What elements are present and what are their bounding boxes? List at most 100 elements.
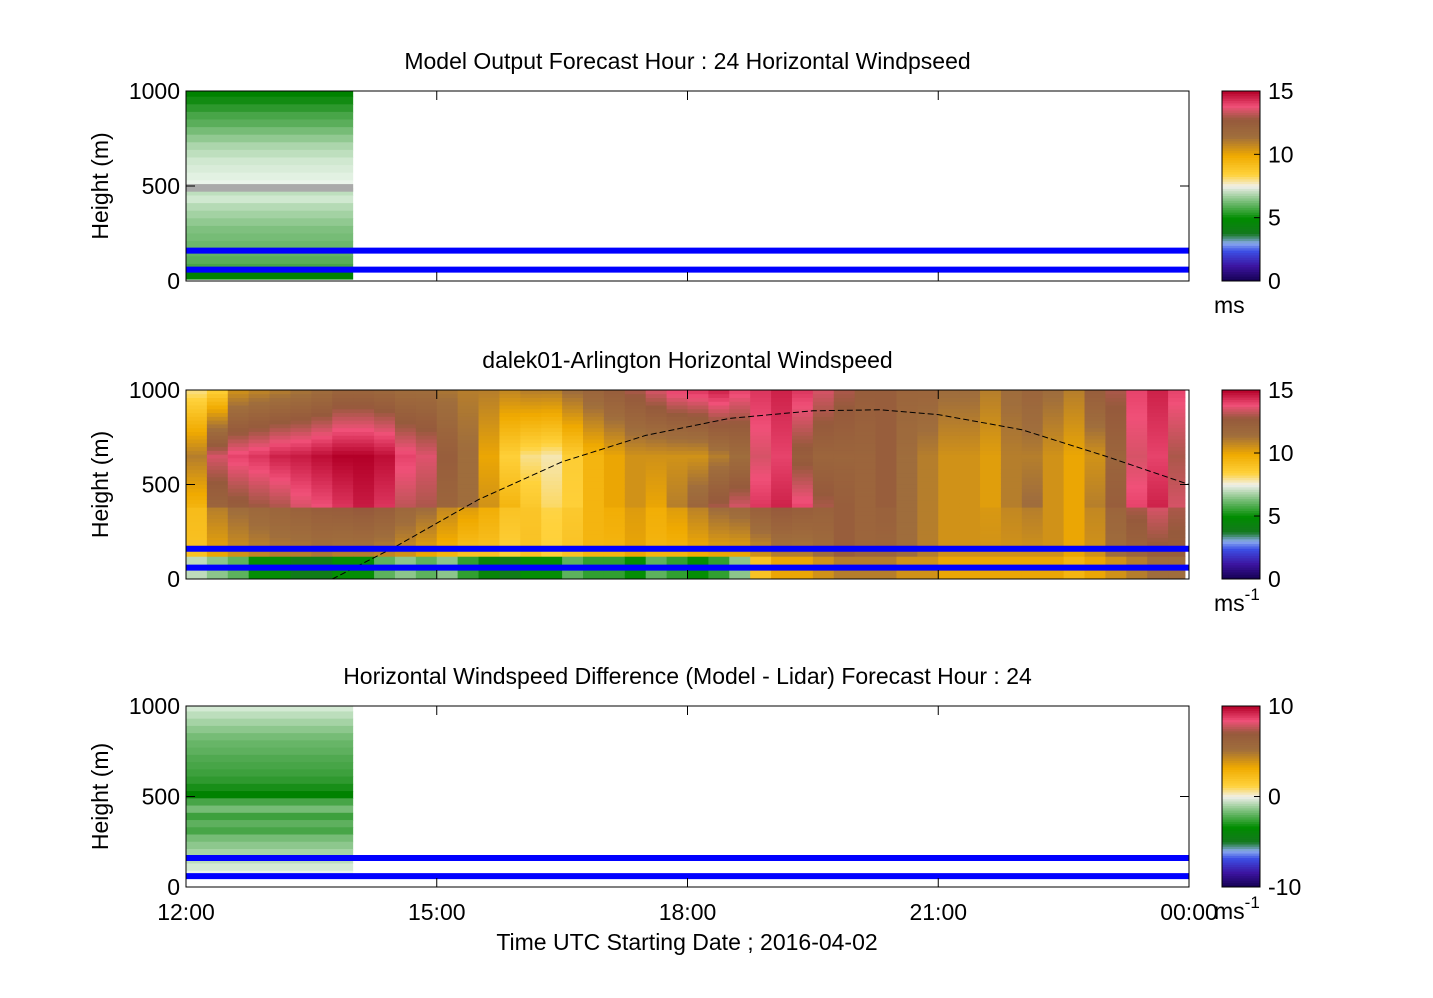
heatmap-cell (687, 541, 709, 546)
heatmap-cell (666, 461, 689, 466)
heatmap-cell (708, 529, 730, 535)
heatmap-cell (812, 473, 835, 478)
heatmap-cell (269, 480, 292, 485)
heatmap-cell (499, 560, 521, 565)
heatmap-cell (1147, 533, 1169, 538)
xtick-label: 21:00 (909, 899, 967, 925)
heatmap-cell (499, 537, 521, 542)
heatmap-cell (917, 541, 939, 546)
heatmap-cell (833, 560, 856, 565)
heatmap-cell (980, 495, 1002, 501)
heatmap-cell (875, 488, 898, 493)
heatmap-cell (541, 390, 563, 395)
heatmap-cell (436, 480, 459, 485)
colorbar-segment (1222, 221, 1260, 225)
heatmap-cell (917, 465, 939, 470)
heatmap-cell (1021, 465, 1044, 470)
heatmap-cell (729, 397, 751, 402)
heatmap-cell (729, 537, 751, 542)
heatmap-cell (729, 465, 751, 470)
heatmap-cell (917, 442, 939, 448)
heatmap-cell (1126, 560, 1148, 565)
heatmap-cell (666, 442, 689, 448)
heatmap-cell (186, 503, 208, 508)
colorbar-segment (1222, 782, 1260, 786)
heatmap-cell (750, 408, 772, 414)
heatmap-cell (666, 526, 689, 531)
heatmap-cell (436, 529, 459, 535)
heatmap-cell (248, 488, 271, 493)
heatmap-cell (269, 484, 292, 489)
heatmap-cell (269, 408, 292, 414)
heatmap-cell (206, 507, 229, 512)
heatmap-cell (206, 461, 229, 466)
heatmap-cell (875, 442, 898, 448)
heatmap-cell (708, 556, 730, 561)
colorbar-segment (1222, 178, 1260, 182)
colorbar-segment (1222, 724, 1260, 727)
heatmap-cell (708, 446, 730, 451)
heatmap-cell (771, 522, 793, 527)
heatmap-cell (687, 488, 709, 493)
heatmap-cell (520, 492, 542, 497)
heatmap-cell (875, 575, 898, 579)
heatmap-cell (917, 454, 939, 459)
heatmap-cell (186, 465, 208, 470)
heatmap-cell (269, 476, 292, 482)
heatmap-cell (374, 556, 396, 561)
heatmap-cell (1042, 537, 1065, 542)
heatmap-cell (562, 397, 584, 402)
heatmap-cell (833, 480, 856, 485)
heatmap-cell (1147, 412, 1169, 417)
heatmap-cell (645, 529, 668, 535)
heatmap-cell (687, 469, 709, 474)
heatmap-cell (332, 495, 354, 501)
heatmap-cell (938, 405, 960, 410)
heatmap-cell (959, 476, 981, 482)
heatmap-cell (541, 446, 563, 451)
heatmap-cell (1021, 454, 1044, 459)
heatmap-cell (1063, 416, 1086, 421)
heatmap-cell (791, 499, 814, 504)
heatmap-cell (457, 529, 480, 535)
heatmap-cell (708, 484, 730, 489)
heatmap-cell (1063, 522, 1086, 527)
heatmap-cell (541, 560, 563, 565)
heatmap-cell (959, 529, 981, 535)
heatmap-cell (186, 393, 208, 398)
colorbar-segment (1222, 810, 1260, 813)
heatmap-cell (603, 492, 626, 497)
heatmap-cell (290, 518, 312, 523)
heatmap-cell (374, 424, 396, 429)
heatmap-cell (227, 537, 250, 542)
heatmap-cell (457, 408, 480, 414)
heatmap-cell (917, 427, 939, 432)
heatmap-cell (959, 492, 981, 497)
heatmap-cell (374, 488, 396, 493)
heatmap-cell (311, 492, 333, 497)
colorbar-segment (1222, 470, 1260, 474)
heatmap-cell (1147, 571, 1169, 576)
heatmap-cell (1084, 556, 1107, 561)
heatmap-cell (959, 495, 981, 501)
heatmap-cell (478, 533, 501, 538)
heatmap-cell (938, 473, 960, 478)
heatmap-cell (269, 431, 292, 436)
heatmap-cell (729, 541, 751, 546)
colorbar-segment (1222, 164, 1260, 168)
heatmap-cell (186, 187, 354, 196)
heatmap-cell (1126, 533, 1148, 538)
heatmap-cell (833, 575, 856, 579)
heatmap-cell (1084, 492, 1107, 497)
heatmap-cell (248, 526, 271, 531)
heatmap-cell (186, 435, 208, 440)
heatmap-cell (227, 420, 250, 425)
heatmap-cell (269, 514, 292, 519)
heatmap-cell (603, 541, 626, 546)
heatmap-cell (499, 454, 521, 459)
heatmap-cell (980, 575, 1002, 579)
heatmap-cell (875, 518, 898, 523)
heatmap-cell (562, 526, 584, 531)
heatmap-cell (541, 469, 563, 474)
